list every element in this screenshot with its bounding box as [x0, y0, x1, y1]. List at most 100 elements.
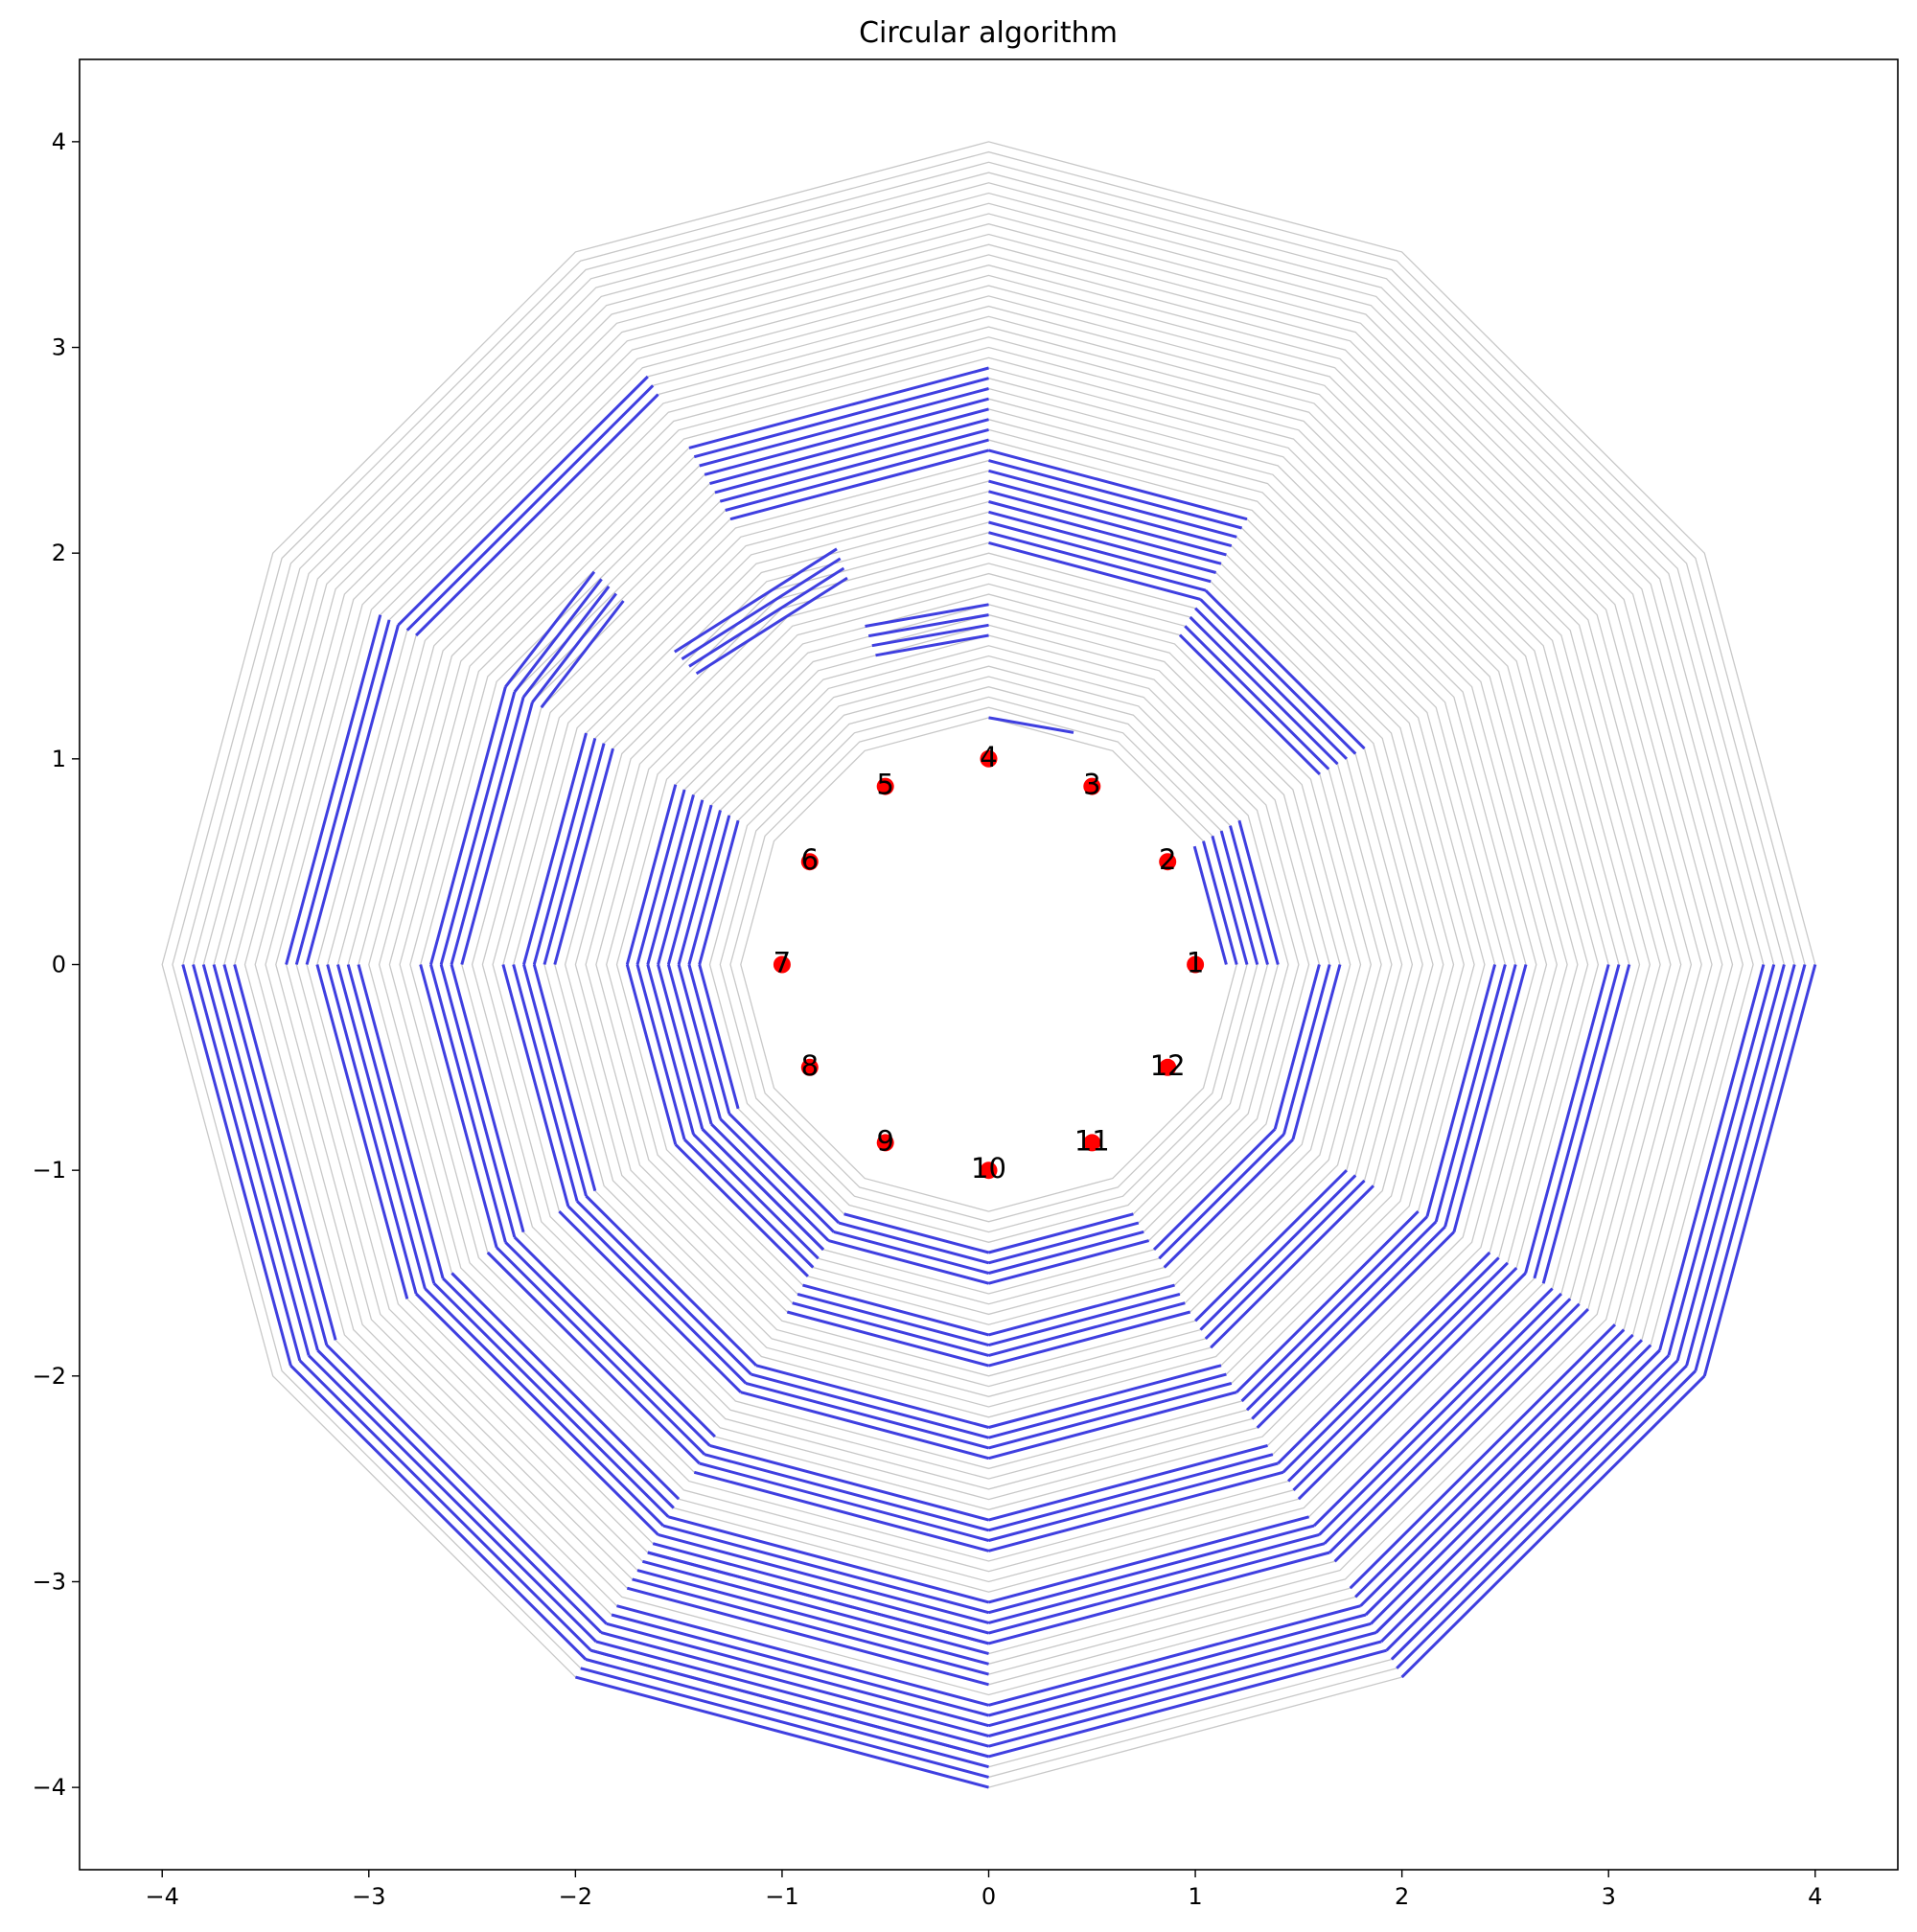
node-point [876, 777, 894, 795]
highlight-edge [315, 964, 409, 1300]
x-axis: −4 −3 −2 −1 0 1 2 3 4 [146, 1870, 1822, 1910]
highlight-edge [699, 387, 989, 468]
highlight-edge [1380, 1354, 1670, 1643]
highlight-edge [1282, 964, 1331, 1135]
highlight-edge [1282, 1256, 1500, 1474]
highlight-edge [1291, 964, 1342, 1140]
highlight-edge [988, 531, 1207, 592]
highlight-edge [1236, 1210, 1420, 1393]
highlight-edge [988, 510, 1216, 574]
highlight-edge [405, 384, 655, 632]
highlight-edge [647, 1551, 989, 1645]
highlight-edge [513, 1235, 716, 1438]
highlight-edge [1318, 1292, 1562, 1536]
highlight-edge [432, 1282, 670, 1518]
highlight-edge [585, 1658, 989, 1769]
node-point [1159, 853, 1177, 871]
highlight-edge [698, 819, 740, 965]
node-point [876, 1134, 894, 1152]
highlight-edge [1194, 1169, 1348, 1322]
highlight-edge [305, 624, 400, 965]
highlight-edge [1251, 1226, 1446, 1420]
node-point [800, 853, 819, 871]
highlight-edge [1667, 964, 1776, 1356]
highlight-edge [646, 964, 695, 1135]
highlight-edge [1297, 1272, 1527, 1501]
highlight-edge [704, 397, 989, 476]
highlight-edge [233, 964, 337, 1341]
highlight-edge [595, 1640, 989, 1748]
highlight-edge [1240, 1215, 1428, 1403]
highlight-edge [1163, 1138, 1294, 1269]
highlight-edge [415, 393, 659, 637]
highlight-edge [600, 1631, 989, 1737]
node-point [980, 749, 998, 768]
highlight-edge [336, 964, 427, 1289]
highlight-edge [693, 377, 989, 459]
highlight-edge [442, 1276, 675, 1509]
highlight-edge [1349, 1323, 1616, 1590]
highlight-edge [740, 1391, 989, 1460]
highlight-edge [988, 520, 1212, 584]
highlight-edge [1354, 1328, 1626, 1598]
node-point [1083, 1134, 1101, 1152]
highlight-edge [1390, 1365, 1688, 1661]
highlight-edge [346, 964, 436, 1284]
highlight-edge [698, 964, 740, 1110]
node-label: 9 [876, 1124, 893, 1157]
highlight-edge [625, 964, 678, 1145]
highlight-edge [1541, 964, 1631, 1284]
x-tick-label: 0 [982, 1883, 996, 1910]
highlight-edge [419, 964, 498, 1249]
highlight-edge [1370, 1344, 1652, 1625]
highlight-edge [1245, 1220, 1438, 1412]
highlight-edge [397, 375, 649, 627]
highlight-edge [988, 1391, 1237, 1460]
highlight-edge [532, 964, 597, 1191]
highlight-edge [1152, 1128, 1277, 1251]
highlight-edge [843, 1212, 989, 1254]
highlight-edge [677, 810, 722, 965]
highlight-edge [558, 1210, 742, 1393]
highlight-edge [687, 815, 731, 965]
highlight-edge [988, 1532, 1320, 1624]
highlight-edge [755, 1364, 989, 1429]
highlight-edge [988, 1640, 1382, 1748]
highlight-edges [181, 366, 1817, 1789]
highlight-edge [1204, 1179, 1366, 1340]
highlight-edge [1158, 1133, 1285, 1260]
highlight-edge [1202, 840, 1238, 965]
highlight-edge [415, 1292, 659, 1536]
highlight-edge [988, 1631, 1377, 1737]
highlight-edge [522, 964, 588, 1197]
highlight-edge [439, 964, 517, 1238]
highlight-edge [1533, 964, 1621, 1279]
highlight-edge [1256, 1230, 1455, 1429]
highlight-edge [298, 1359, 592, 1652]
highlight-edge [988, 1622, 1372, 1728]
highlight-edge [326, 964, 418, 1295]
node-label: 1 [1187, 947, 1204, 979]
highlight-edge [504, 570, 596, 688]
node-label: 12 [1150, 1049, 1186, 1082]
highlight-edge [792, 1301, 989, 1357]
highlight-edge [1192, 845, 1228, 965]
highlight-edge [642, 1559, 989, 1656]
highlight-edge [1524, 964, 1610, 1274]
highlight-edge [988, 1443, 1268, 1522]
highlight-edge [616, 1604, 989, 1707]
highlight-edge [1685, 964, 1796, 1367]
highlight-edge [988, 479, 1233, 548]
highlight-edge [294, 619, 391, 965]
highlight-edge [988, 1301, 1186, 1357]
ring [729, 706, 1248, 1223]
highlight-edge [988, 459, 1242, 530]
highlight-edge [1312, 1287, 1554, 1528]
highlight-edge [988, 1470, 1284, 1552]
highlight-edge [429, 686, 507, 965]
highlight-edge [1374, 1348, 1661, 1634]
highlight-edge [802, 1283, 989, 1337]
highlight-edge [606, 1622, 989, 1728]
